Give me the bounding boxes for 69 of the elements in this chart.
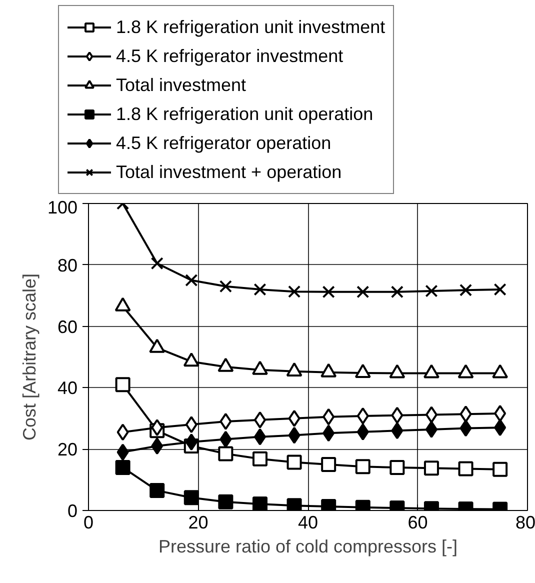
- point: [150, 257, 164, 270]
- y-tick-label: 80: [57, 255, 78, 276]
- point: [115, 377, 130, 392]
- point: [425, 420, 438, 438]
- point: [355, 459, 370, 474]
- y-tick-label: 60: [57, 316, 78, 337]
- point: [220, 412, 232, 430]
- point: [494, 419, 506, 436]
- point: [288, 285, 301, 298]
- x-tick-label: 0: [83, 512, 94, 532]
- point: [288, 410, 300, 427]
- point: [288, 426, 300, 444]
- point: [356, 423, 369, 440]
- point: [321, 456, 336, 472]
- point: [391, 406, 404, 424]
- point: [219, 280, 232, 293]
- point: [424, 460, 439, 476]
- legend-label: 4.5 K refrigerator operation: [116, 132, 332, 155]
- point: [116, 424, 129, 441]
- point: [185, 434, 198, 451]
- point: [150, 483, 165, 498]
- point: [459, 284, 472, 296]
- point: [116, 444, 129, 461]
- legend-label: 1.8 K refrigeration unit investment: [116, 16, 386, 39]
- y-tick-label: 20: [57, 440, 78, 460]
- point: [390, 460, 405, 476]
- point: [390, 286, 404, 298]
- point: [425, 406, 438, 424]
- point: [254, 283, 266, 296]
- point: [492, 462, 508, 477]
- point: [494, 283, 506, 296]
- x-axis-title: Pressure ratio of cold compressors [-]: [158, 536, 458, 556]
- y-tick-label: 40: [57, 378, 78, 398]
- point: [356, 286, 370, 298]
- point: [115, 460, 130, 476]
- y-axis-title: Cost [Arbitrary scale]: [19, 273, 40, 441]
- point: [252, 496, 268, 510]
- x-tick-label: 80: [515, 512, 535, 532]
- point: [218, 446, 234, 462]
- legend-label: Total investment + operation: [116, 160, 342, 184]
- point: [185, 274, 198, 287]
- x-tick-label: 20: [188, 512, 208, 532]
- point: [184, 490, 199, 506]
- point: [356, 407, 369, 424]
- point: [151, 419, 164, 436]
- point: [252, 451, 268, 466]
- point: [254, 411, 266, 428]
- legend-label: 1.8 K refrigeration unit operation: [116, 102, 374, 126]
- point: [286, 498, 302, 510]
- point: [286, 454, 302, 470]
- x-tick-label: 40: [298, 512, 318, 532]
- point: [151, 438, 164, 455]
- point: [322, 286, 335, 298]
- point: [322, 424, 335, 442]
- point: [322, 408, 335, 426]
- point: [220, 430, 232, 448]
- x-tick-label: 60: [408, 512, 428, 532]
- point: [460, 406, 472, 423]
- point: [254, 428, 266, 446]
- point: [425, 284, 438, 298]
- point: [218, 494, 234, 510]
- y-tick-label: 100: [47, 198, 78, 218]
- point: [494, 404, 506, 422]
- point: [458, 461, 474, 476]
- legend-label: Total investment: [116, 74, 246, 96]
- legend-label: 4.5 K refrigerator investment: [116, 44, 344, 68]
- point: [185, 416, 198, 434]
- point: [460, 420, 472, 437]
- point: [391, 422, 404, 440]
